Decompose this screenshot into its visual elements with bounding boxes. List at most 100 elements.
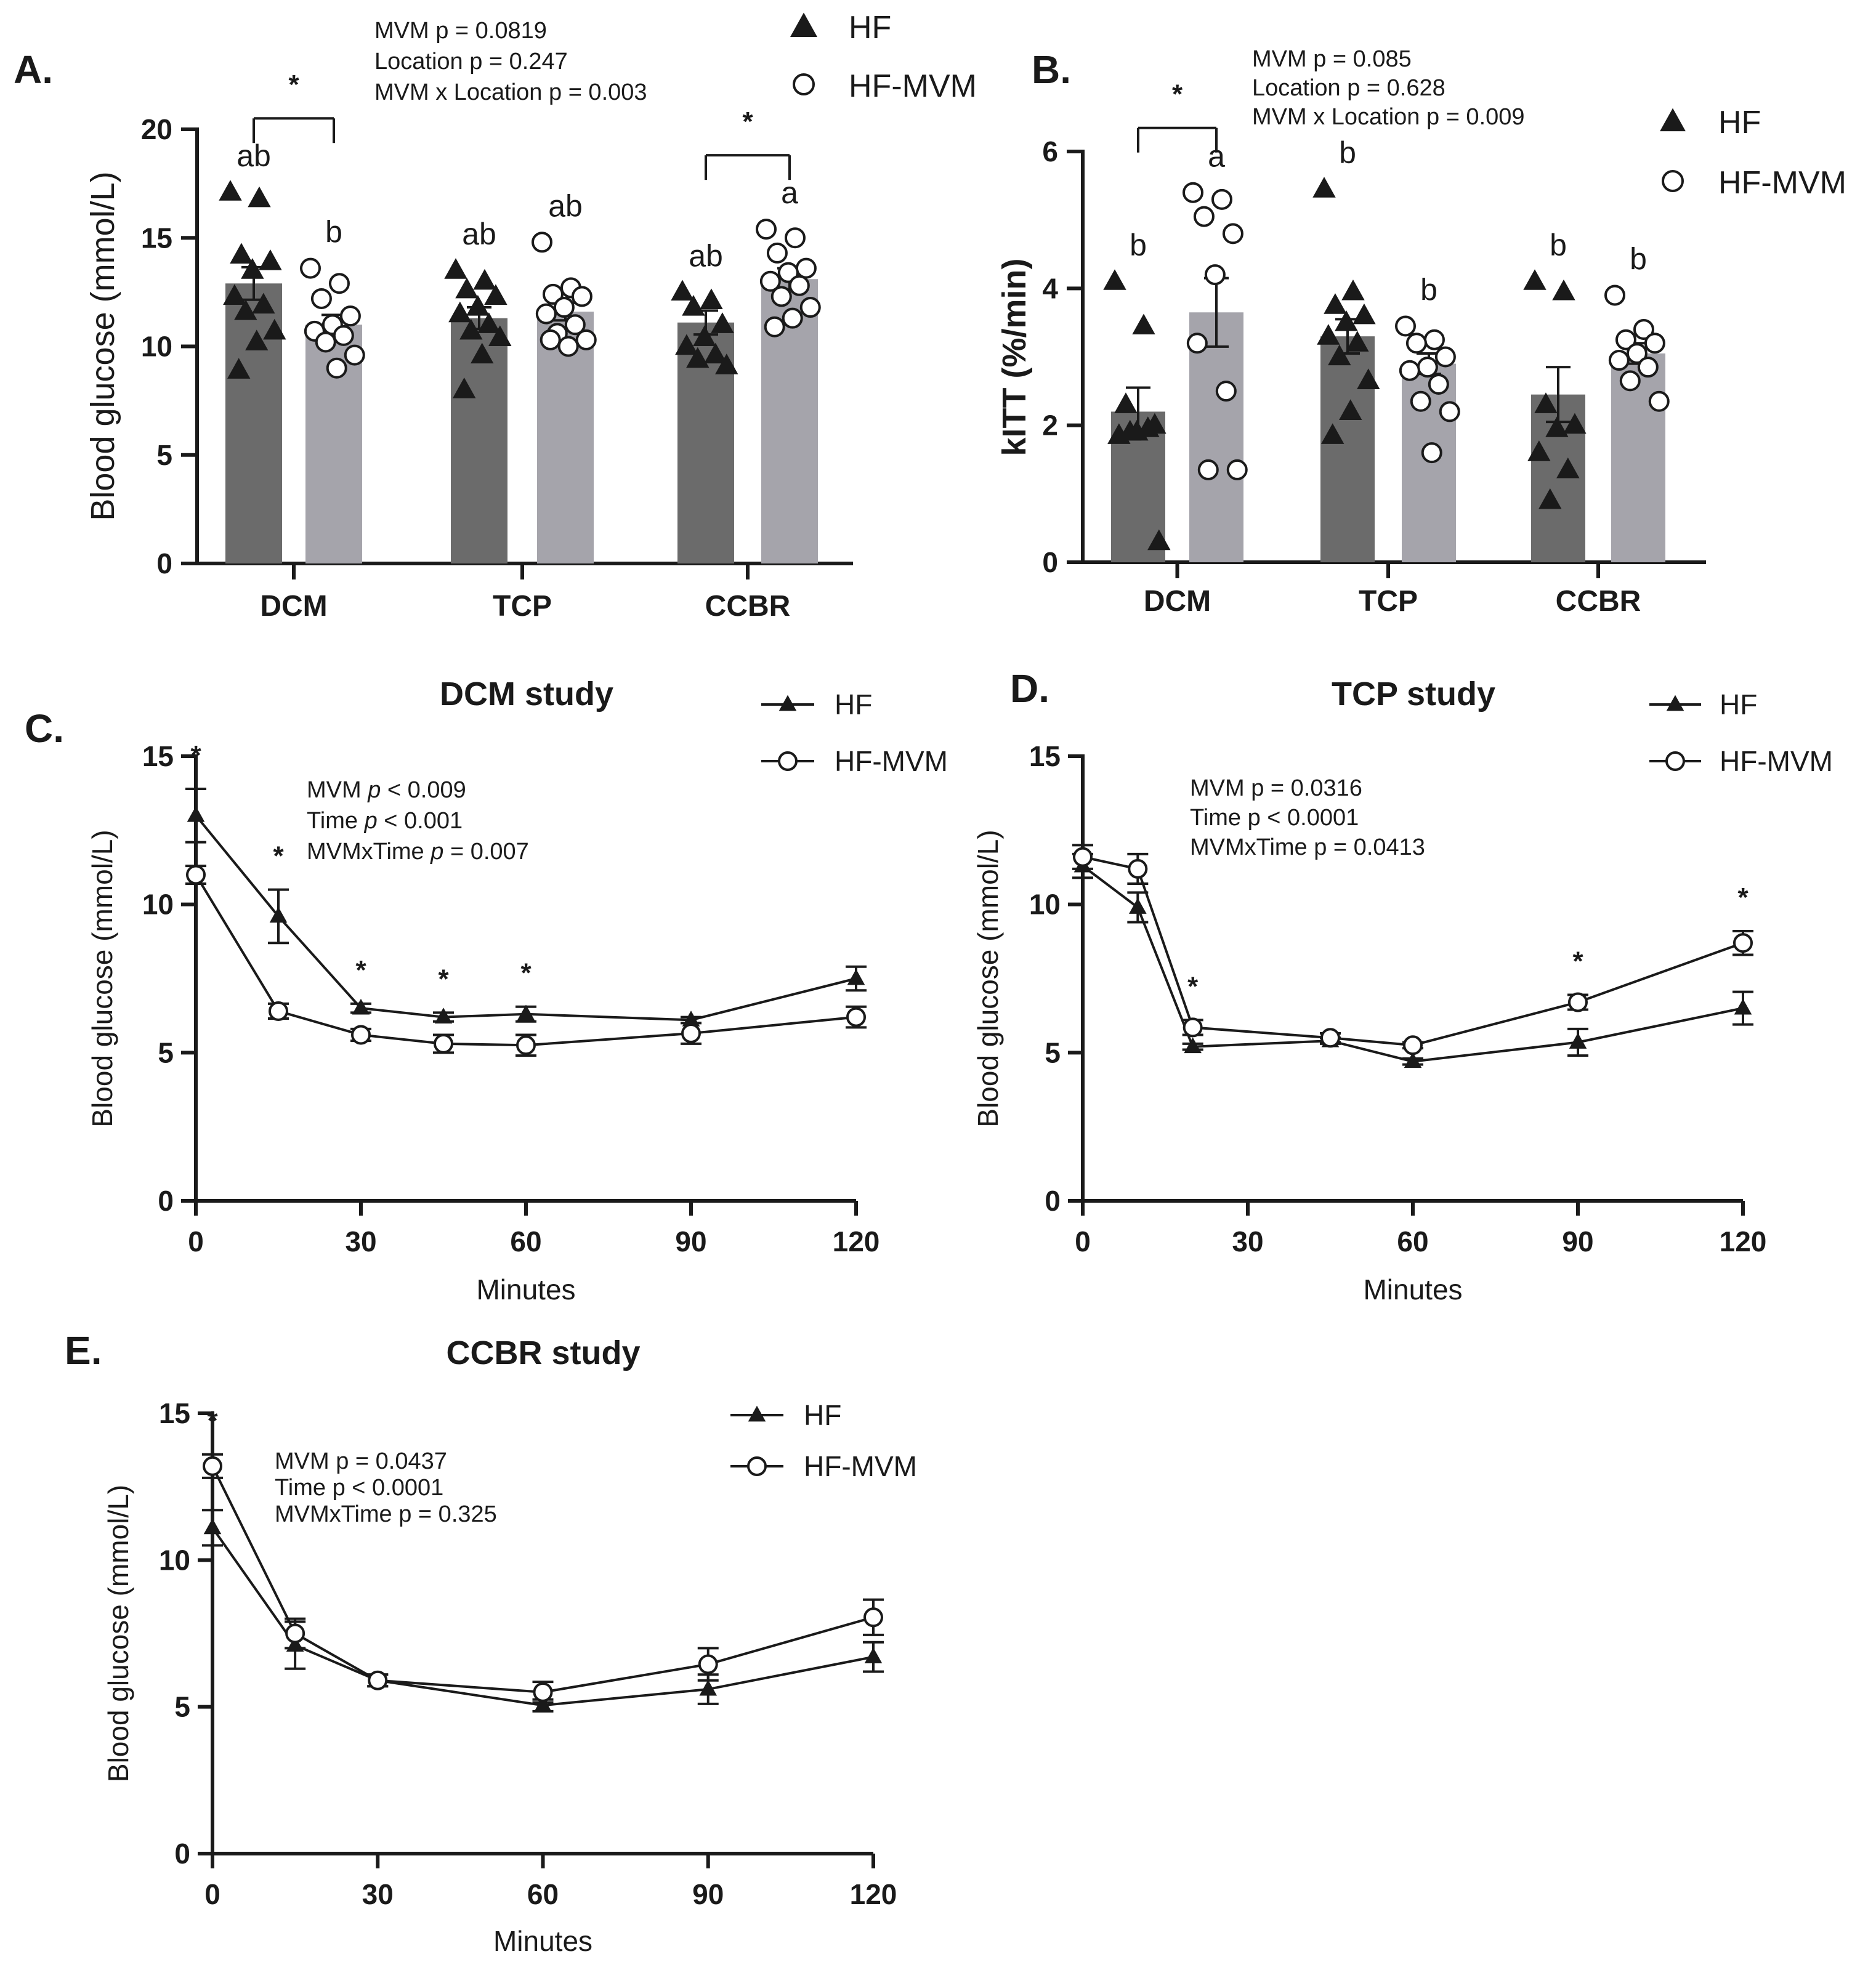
chart-b-point-hf [1317,324,1340,345]
panel-letter-e: E. [65,1328,102,1373]
chart-b-point-hfmvm [1399,360,1420,381]
chart-b-bar-hf-mvm [1402,363,1456,562]
chart-b-point-hfmvm [1423,329,1445,350]
chart-b-ytick-label: 4 [1042,272,1058,304]
chart-d-xtick-label: 30 [1232,1225,1263,1257]
chart-d-stat: Time p < 0.0001 [1190,805,1359,831]
chart-d-point-hf [1404,1052,1422,1068]
chart-d-point-hfmvm [1733,933,1753,953]
chart-b-stat: MVM p = 0.085 [1252,46,1412,72]
chart-a-point-hfmvm [333,325,354,346]
chart-b-point-hf [1147,529,1171,551]
chart-b-point-hfmvm [1211,188,1232,210]
chart-e-stat: Time p < 0.0001 [275,1475,443,1501]
chart-e-point-hf [699,1679,718,1696]
chart-c-stat: MVM p < 0.009 [307,777,466,803]
chart-b-legend-marker-hfmvm [1662,170,1684,192]
chart-b-point-hfmvm [1197,459,1219,480]
chart-a-ylabel: Blood glucose (mmol/L) [84,171,121,520]
chart-b-point-hfmvm [1193,206,1215,227]
chart-e-point-hfmvm [285,1623,305,1644]
chart-a-legend-label: HF [849,10,891,46]
chart-b-stat: MVM x Location p = 0.009 [1252,104,1525,130]
chart-c-stat: MVMxTime p = 0.007 [307,839,529,865]
chart-e-point-hfmvm [368,1670,388,1690]
chart-d-point-hfmvm [1568,992,1588,1012]
chart-c-ytick-label: 10 [142,889,174,921]
chart-a-ytick-label: 15 [141,222,172,254]
chart-a-point-hf [248,186,271,208]
chart-a-point-hfmvm [339,305,361,327]
chart-c-title: DCM study [440,676,613,712]
chart-a-point-hf [241,258,264,279]
chart-a-point-hf [471,342,494,364]
chart-b-point-hfmvm [1608,350,1630,371]
chart-c-legend-label: HF [835,688,872,721]
chart-a-point-hf [444,258,467,279]
chart-b-point-hf [1538,488,1562,509]
chart-d-legend-marker-hf [1666,695,1684,711]
chart-a-letter-label: ab [462,217,496,251]
chart-d-significance-star: * [1572,946,1583,976]
chart-a-point-hf [484,284,507,305]
chart-c-point-hfmvm [351,1025,371,1045]
chart-e-point-hf [864,1647,883,1664]
chart-c-point-hf [352,998,370,1015]
chart-d-significance-star: * [1187,971,1199,1001]
chart-b-point-hfmvm [1405,333,1427,354]
chart-b-point-hfmvm [1615,329,1636,350]
chart-a-point-hfmvm [782,307,803,329]
chart-a-significance-star: * [288,70,299,100]
chart-a-point-hfmvm [310,288,332,309]
chart-b-legend-marker-hf [1660,108,1686,132]
chart-e-significance-star: * [207,1406,218,1436]
chart-a-point-hfmvm [764,316,785,337]
chart-b-bar-hf-mvm [1189,312,1243,562]
chart-d-ytick-label: 0 [1045,1185,1061,1217]
chart-a-point-hf [715,353,738,374]
chart-a-point-hfmvm [770,286,792,307]
chart-c-point-hf [434,1007,453,1023]
chart-a-point-hfmvm [300,257,321,279]
chart-d-point-hf [1184,1037,1202,1054]
chart-c-point-hfmvm [681,1023,701,1044]
chart-b-point-hf [1552,279,1575,301]
chart-d-xtick-label: 120 [1720,1225,1767,1257]
chart-b-point-hf [1132,313,1155,335]
chart-b-letter-label: b [1339,135,1356,170]
chart-c-point-hfmvm [516,1035,536,1056]
chart-b-bar-hf-mvm [1611,353,1665,562]
chart-e-xlabel: Minutes [493,1925,592,1957]
chart-c-point-hfmvm [269,1001,288,1021]
chart-a-point-hf [488,325,512,346]
chart-d-stat: MVM p = 0.0316 [1190,775,1362,801]
chart-e-point-hfmvm [863,1607,883,1628]
chart-b-point-hf [1324,293,1347,314]
chart-a-letter-label: ab [237,139,271,173]
chart-b-point-hf [1563,413,1587,434]
chart-a-stat: Location p = 0.247 [374,49,568,75]
chart-a-legend-label: HF-MVM [849,68,977,104]
chart-a-point-hf [459,318,483,340]
chart-e-ytick-label: 15 [159,1397,190,1429]
chart-c-ytick-label: 15 [142,740,174,772]
chart-b-point-hfmvm [1619,370,1641,392]
chart-a-point-hfmvm [542,283,564,305]
chart-c-significance-star: * [355,955,366,985]
chart-a-point-hf [453,377,476,398]
chart-a-ytick-label: 0 [156,547,172,579]
chart-b-ytick-label: 6 [1042,135,1058,168]
chart-a-point-hfmvm [553,297,575,318]
chart-b-point-hf [1523,269,1546,290]
chart-c-ylabel: Blood glucose (mmol/L) [86,830,118,1127]
chart-a-point-hfmvm [777,262,799,283]
chart-d-point-hf [1569,1033,1587,1049]
chart-a-point-hfmvm [344,344,365,366]
chart-a-ytick-label: 20 [141,113,172,145]
chart-d-xtick-label: 60 [1397,1225,1428,1257]
chart-b-point-hfmvm [1183,182,1203,203]
chart-a-point-hf [223,284,246,305]
chart-e-line-hf-mvm [211,1465,874,1693]
chart-c-point-hfmvm [434,1033,453,1054]
chart-b-point-hfmvm [1434,346,1456,368]
